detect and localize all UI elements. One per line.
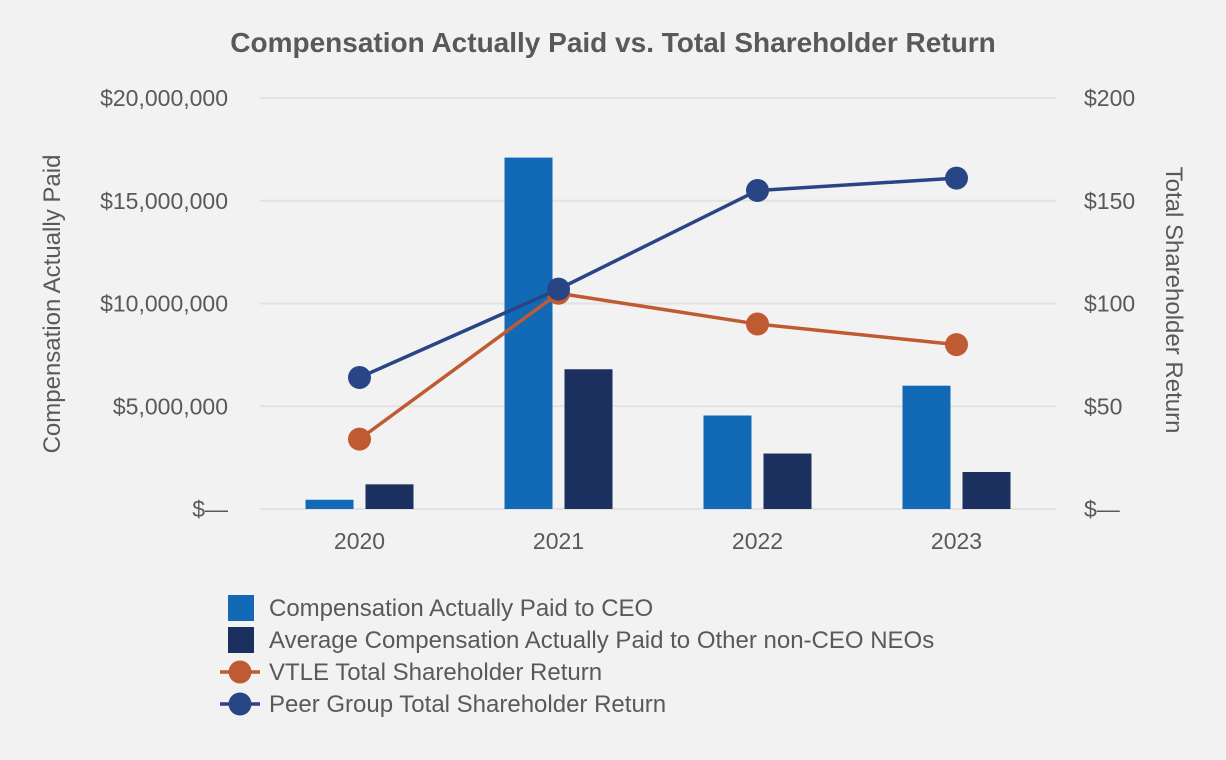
right-tick-label: $100 [1084, 291, 1135, 317]
left-tick-label: $10,000,000 [100, 291, 228, 317]
x-tick-label: 2023 [931, 528, 982, 554]
bar-ceo-2021 [504, 157, 553, 509]
chart-title: Compensation Actually Paid vs. Total Sha… [230, 27, 995, 58]
left-axis-ticks: $— $5,000,000 $10,000,000 $15,000,000 $20,00… [100, 85, 228, 522]
bars [305, 157, 1011, 509]
bar-ceo-2020 [305, 499, 354, 509]
vtle-tsr-point-2023 [945, 333, 968, 357]
x-tick-label: 2020 [334, 528, 385, 554]
legend-marker [228, 692, 252, 716]
right-tick-label: $200 [1084, 85, 1135, 111]
peer-tsr-line [358, 176, 957, 380]
right-tick-label: $— [1084, 496, 1120, 522]
bar-ceo-2023 [902, 385, 951, 509]
right-tick-label: $50 [1084, 393, 1122, 419]
lines [348, 166, 968, 451]
legend-label: Compensation Actually Paid to CEO [269, 595, 653, 622]
peer-tsr-point-2022 [746, 178, 769, 202]
bar-neo-2022 [763, 453, 812, 509]
x-tick-label: 2022 [732, 528, 783, 554]
right-axis-ticks: $— $50 $100 $150 $200 [1084, 85, 1135, 522]
legend-swatch [228, 627, 254, 653]
legend-marker [228, 660, 252, 684]
legend-swatch [228, 595, 254, 621]
legend-label: VTLE Total Shareholder Return [269, 659, 602, 686]
peer-tsr-point-2020 [348, 365, 371, 389]
x-tick-label: 2021 [533, 528, 584, 554]
x-axis-ticks: 2020 2021 2022 2023 [334, 528, 982, 554]
bar-neo-2021 [564, 369, 613, 509]
legend-label: Peer Group Total Shareholder Return [269, 691, 666, 718]
left-tick-label: $15,000,000 [100, 188, 228, 214]
peer-tsr-point-2023 [945, 166, 968, 190]
right-tick-label: $150 [1084, 188, 1135, 214]
left-tick-label: $5,000,000 [113, 393, 228, 419]
bar-ceo-2022 [703, 415, 752, 509]
legend: Compensation Actually Paid to CEO Average… [220, 595, 934, 718]
vtle-tsr-point-2020 [348, 427, 371, 451]
left-axis-label: Compensation Actually Paid [39, 155, 66, 454]
peer-tsr-point-2021 [547, 277, 570, 301]
vtle-tsr-line [358, 291, 957, 441]
left-tick-label: $20,000,000 [100, 85, 228, 111]
legend-label: Average Compensation Actually Paid to Ot… [269, 627, 934, 654]
left-tick-label: $— [192, 496, 228, 522]
bar-neo-2020 [365, 484, 414, 509]
bar-neo-2023 [962, 472, 1011, 509]
vtle-tsr-point-2022 [746, 312, 769, 336]
right-axis-label: Total Shareholder Return [1160, 167, 1187, 434]
